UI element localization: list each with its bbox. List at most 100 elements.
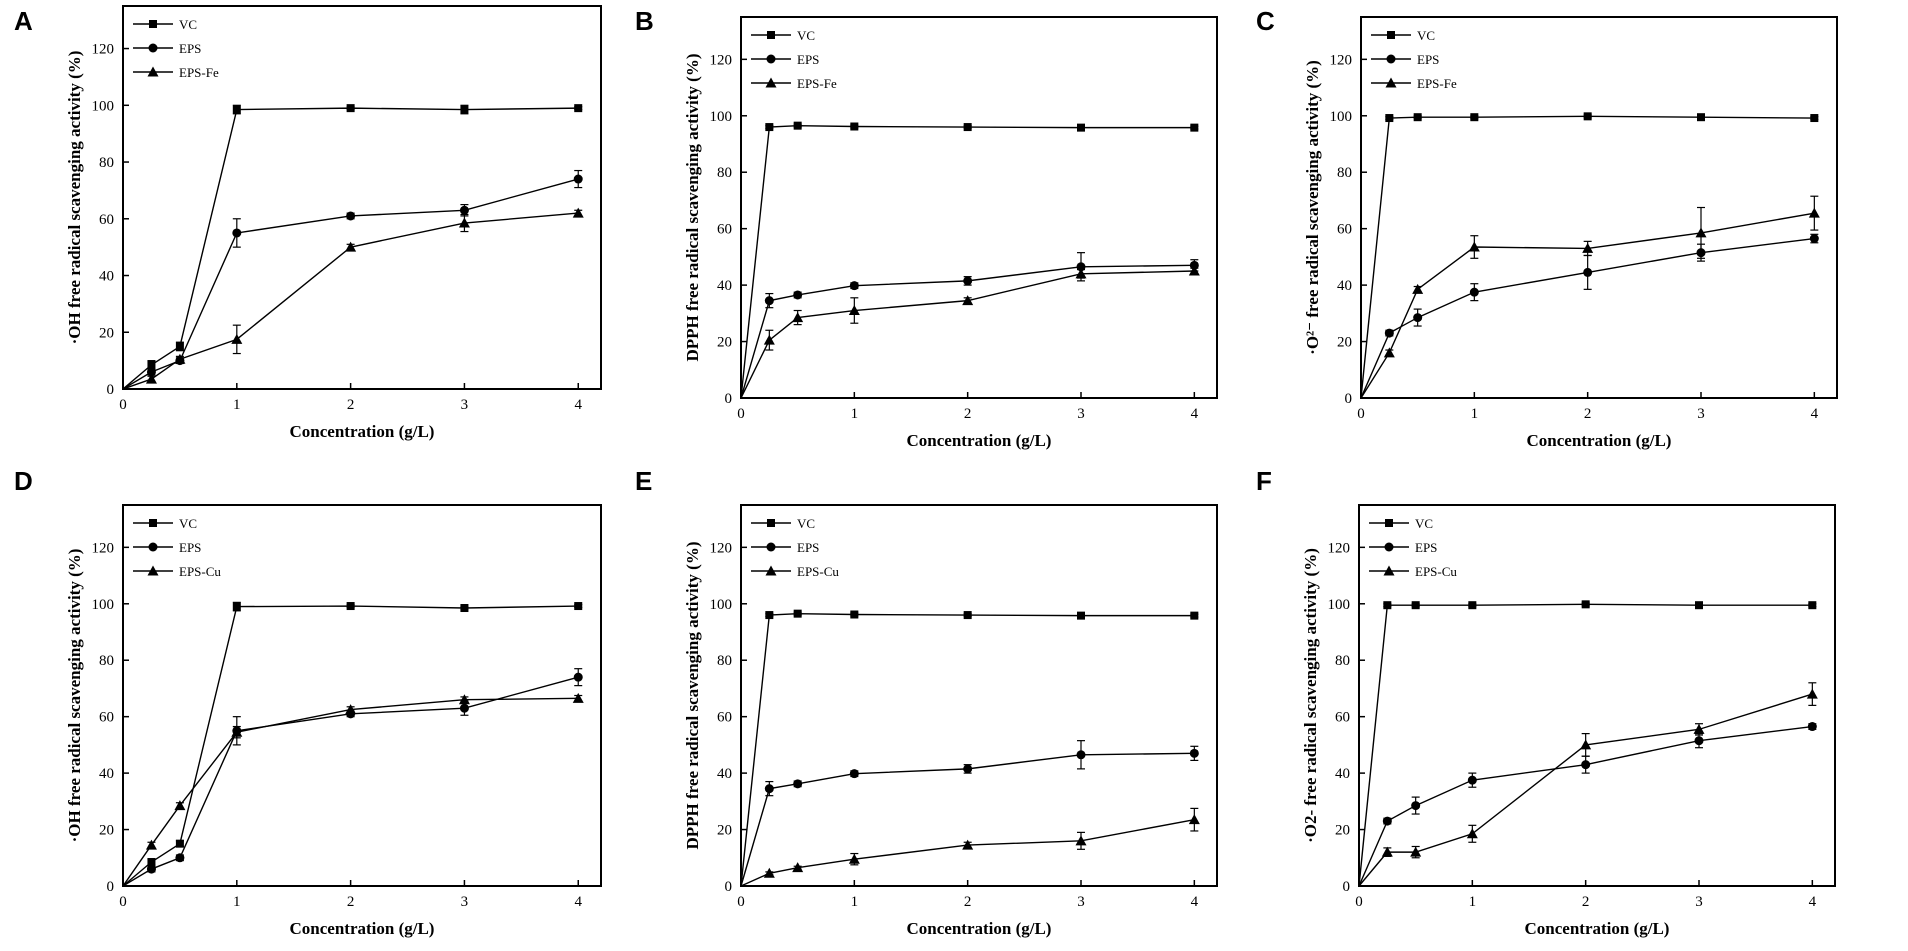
panel-a-y-tick-label: 120	[92, 42, 115, 58]
panel-d-legend-eps-cu-label: EPS-Cu	[179, 564, 221, 579]
panel-b-frame	[740, 16, 1218, 399]
panel-e-vc-point	[793, 609, 802, 618]
panel-d-vc-point	[460, 604, 469, 613]
panel-c-vc-point	[1583, 112, 1592, 121]
panel-f-x-tick-label: 2	[1582, 894, 1590, 910]
panel-a-vc-point	[460, 105, 469, 114]
panel-d-eps-point	[146, 864, 156, 874]
panel-f-legend-eps-cu-marker	[1383, 565, 1395, 576]
panel-c-series-vc	[1360, 112, 1819, 399]
panel-a-x-tick-label: 0	[119, 397, 127, 413]
panel-b-eps-fe-point	[962, 295, 974, 306]
panel-c-frame	[1360, 16, 1838, 399]
panel-a-y-tick-label: 80	[99, 155, 114, 171]
panel-e-y-tick-label: 80	[717, 653, 732, 669]
panel-c-eps-point	[1413, 313, 1423, 323]
panel-f-eps-cu-point	[1580, 739, 1592, 750]
panel-f-vc-point	[1411, 601, 1420, 610]
panel-f-legend-vc-label: VC	[1415, 516, 1433, 531]
panel-a-vc-point	[147, 360, 156, 369]
panel-e-legend-eps-marker	[766, 542, 776, 552]
panel-a-series-eps-fe	[122, 207, 584, 390]
panel-c-eps-point	[1809, 234, 1819, 244]
panel-d-vc-line	[122, 605, 579, 887]
panel-a-vc-point	[346, 104, 355, 113]
panel-e-eps-cu-point	[1188, 814, 1200, 825]
panel-b-y-axis-title: DPPH free radical scavenging activity (%…	[683, 54, 702, 362]
panel-f-vc-point	[1468, 601, 1477, 610]
panel-c-series-eps-fe	[1360, 195, 1820, 399]
panel-a-x-tick-label: 4	[574, 397, 582, 413]
panel-c-legend-eps-label: EPS	[1417, 52, 1439, 67]
panel-a-vc-point	[574, 104, 583, 113]
panel-c-eps-fe-point	[1412, 283, 1424, 294]
panel-a-eps-line	[122, 178, 579, 390]
panel-e-x-tick-label: 3	[1077, 894, 1085, 910]
panel-d-vc-point	[232, 602, 241, 611]
panel-e-vc-point	[850, 610, 859, 619]
panel-b-legend-eps-marker	[766, 54, 776, 64]
panel-e-legend-vc-label: VC	[797, 516, 815, 531]
panel-b-vc-point	[765, 123, 774, 132]
panel-b-x-tick-label: 1	[851, 406, 859, 422]
panel-e-vc-point	[1190, 611, 1199, 620]
panel-e-eps-cu-point	[1075, 835, 1087, 846]
panel-c-vc-point	[1413, 113, 1422, 122]
panel-e-legend-eps-label: EPS	[797, 540, 819, 555]
panel-e-series-eps	[740, 740, 1199, 887]
panel-c-y-tick-label: 60	[1337, 222, 1352, 238]
panel-d-eps-point	[175, 853, 185, 863]
panel-e-series-vc	[740, 609, 1199, 887]
panel-e-series-eps-cu	[740, 807, 1200, 887]
panel-e-x-tick-label: 2	[964, 894, 972, 910]
panel-d-eps-cu-point	[458, 694, 470, 705]
panel-b-vc-point	[850, 122, 859, 131]
panel-f-y-tick-label: 100	[1328, 597, 1351, 613]
panel-f-eps-cu-point	[1466, 828, 1478, 839]
panel-f-eps-cu-point	[1693, 723, 1705, 734]
panel-c-y-tick-label: 40	[1337, 278, 1352, 294]
panel-f-eps-point	[1382, 816, 1392, 826]
panel-e-legend-eps-cu-label: EPS-Cu	[797, 564, 839, 579]
panel-e-y-axis-title: DPPH free radical scavenging activity (%…	[683, 542, 702, 850]
panel-d-y-tick-label: 100	[92, 597, 115, 613]
panel-b-eps-fe-point	[792, 312, 804, 323]
panel-e-vc-point	[963, 611, 972, 620]
panel-f-legend: VC EPS EPS-Cu	[1369, 516, 1457, 579]
panel-d-vc-point	[346, 602, 355, 611]
panel-b-x-tick-label: 2	[964, 406, 972, 422]
panel-c-eps-fe-point	[1808, 207, 1820, 218]
panel-d-eps-point	[573, 672, 583, 682]
panel-d-x-axis-title: Concentration (g/L)	[290, 919, 435, 938]
panel-c-vc-point	[1810, 114, 1819, 123]
panel-f-y-axis-title: ·O2- free radical scavenging activity (%…	[1301, 548, 1320, 843]
panel-d-x-tick-label: 2	[347, 894, 355, 910]
panel-d-eps-cu-point	[345, 704, 357, 715]
panel-c-series-eps	[1360, 233, 1819, 399]
panel-b-vc-line	[740, 124, 1195, 399]
panel-d-frame	[122, 504, 602, 887]
panel-c-eps-point	[1469, 287, 1479, 297]
panel-c-letter: C	[1256, 6, 1275, 36]
panel-a-y-tick-label: 0	[107, 382, 115, 398]
panel-f-vc-point	[1383, 601, 1392, 610]
panel-d-legend-vc-label: VC	[179, 516, 197, 531]
panel-e-y-tick-label: 0	[725, 879, 733, 895]
panel-d-vc-point	[574, 602, 583, 611]
panel-f-y-tick-label: 80	[1335, 653, 1350, 669]
panel-e-frame	[740, 504, 1218, 887]
panel-a-eps-fe-point	[231, 333, 243, 344]
panel-d-x-tick-label: 0	[119, 894, 127, 910]
panel-c-vc-point	[1385, 114, 1394, 123]
panel-e-eps-point	[793, 779, 803, 789]
panel-e-eps-point	[963, 764, 973, 774]
panel-d-y-tick-label: 0	[107, 879, 115, 895]
panel-d-series-vc	[122, 601, 583, 887]
panel-b-x-tick-label: 0	[737, 406, 745, 422]
panel-d-y-tick-label: 20	[99, 823, 114, 839]
panel-b-vc-point	[963, 123, 972, 132]
panel-a-eps-point	[573, 174, 583, 184]
panel-d-legend-vc-marker	[149, 519, 157, 527]
